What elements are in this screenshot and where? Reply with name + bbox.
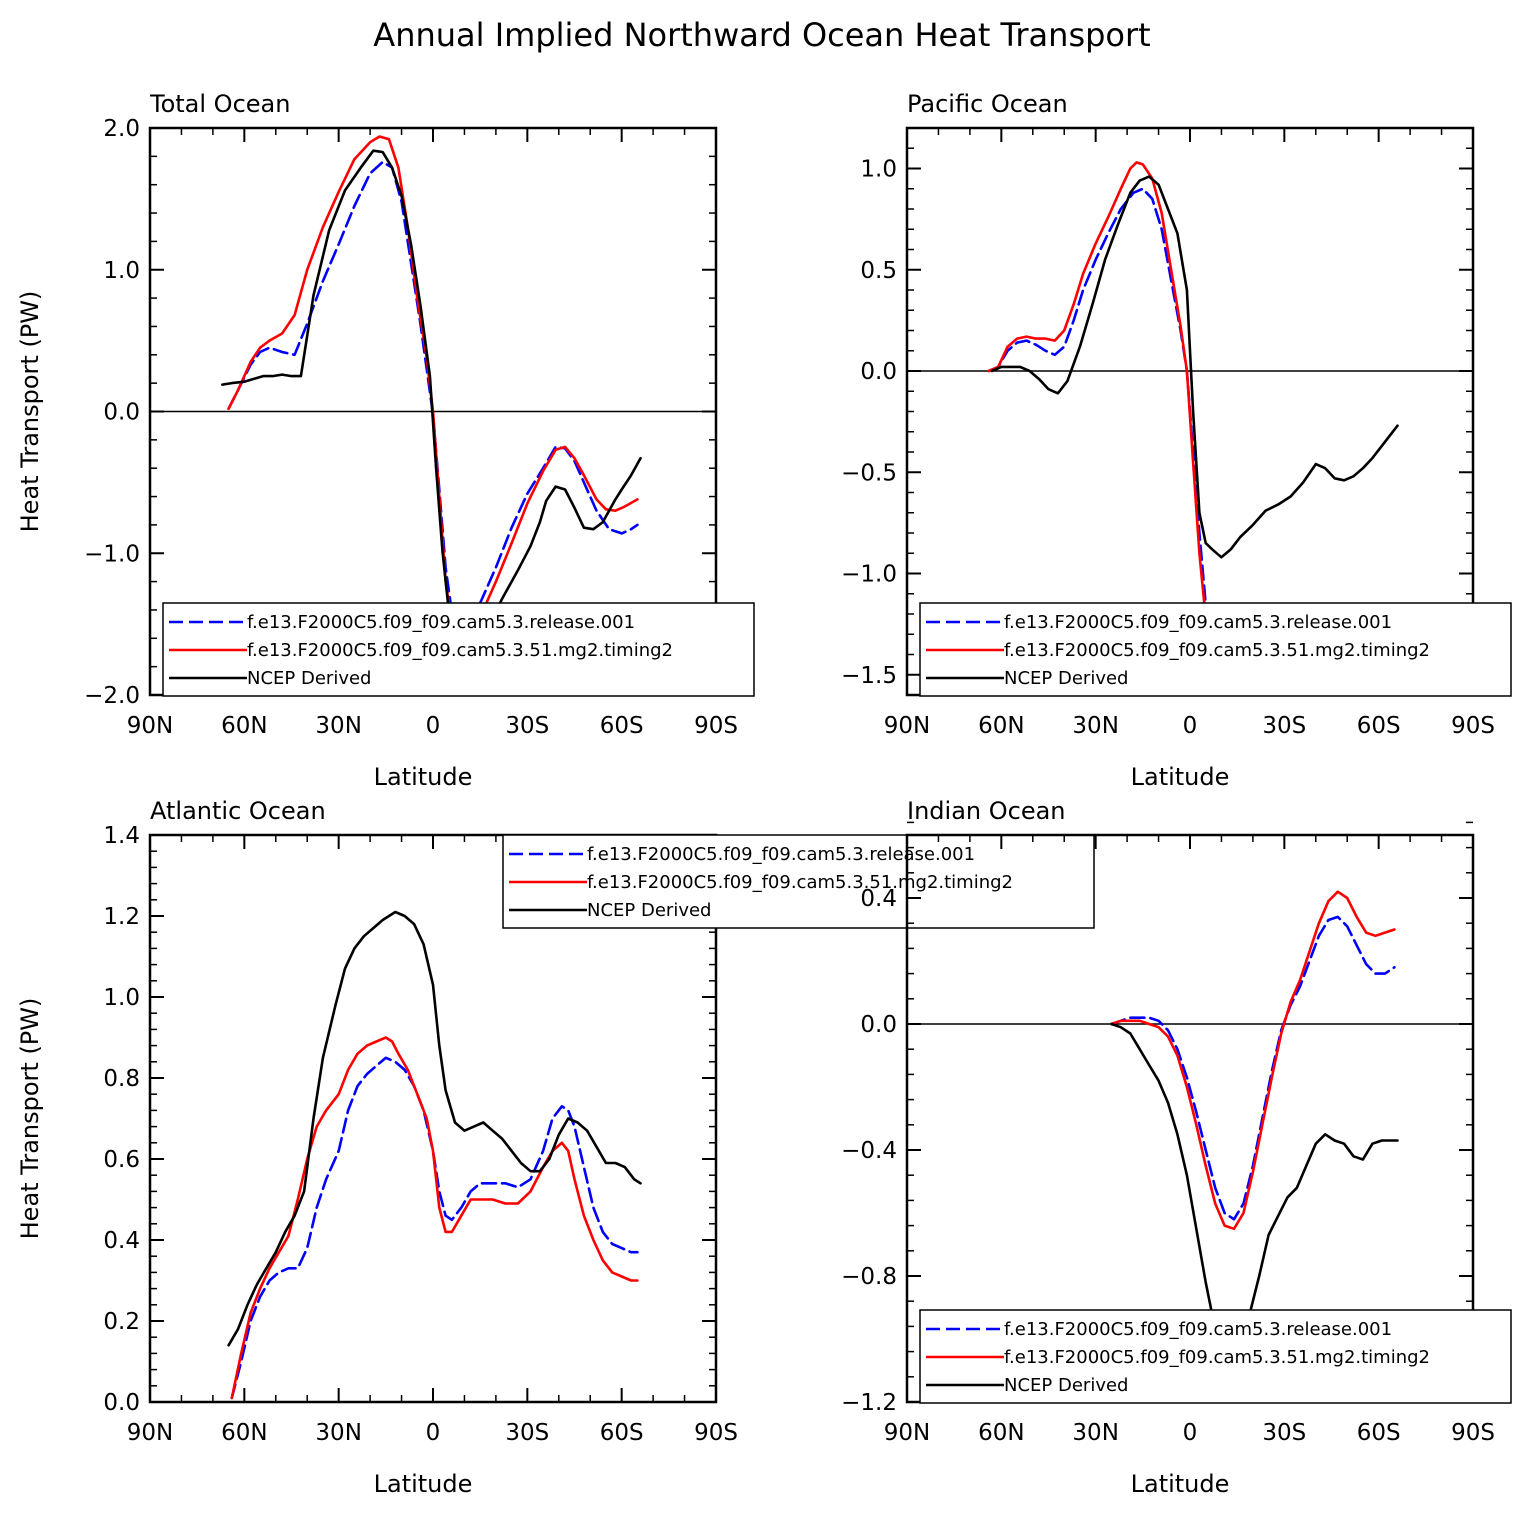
x-tick-label: 90S: [1451, 1420, 1495, 1446]
y-tick-label: −0.8: [841, 1264, 897, 1290]
x-tick-label: 60N: [978, 1420, 1024, 1446]
chart-panels: Total Ocean 90N 60N 30N 0 30S 60S 90S −2.0 −1.0 0.…: [16, 90, 1512, 1498]
y-tick-label: −1.5: [841, 663, 897, 689]
y-axis-label: Heat Transport (PW): [16, 998, 44, 1240]
panel-title: Indian Ocean: [907, 797, 1066, 825]
legend-box: [919, 602, 1512, 697]
x-tick-label: 60S: [600, 1420, 644, 1446]
series-line-ncep: [227, 910, 642, 1347]
y-tick-label: 0.4: [103, 1228, 140, 1254]
x-axis-label: Latitude: [374, 763, 473, 791]
x-tick-label: 60S: [1357, 713, 1401, 739]
series-line-ncep: [1110, 1022, 1399, 1357]
series-line-timing2: [230, 1036, 639, 1400]
y-tick-label: 1.0: [103, 985, 140, 1011]
y-tick-label: 2.0: [103, 116, 140, 142]
panel-title: Atlantic Ocean: [150, 797, 326, 825]
y-tick-label: 0.4: [860, 886, 897, 912]
series-line-release: [230, 1056, 639, 1400]
y-tick-label: −0.4: [841, 1138, 897, 1164]
legend-label: f.e13.F2000C5.f09_f09.cam5.3.release.001: [1004, 612, 1392, 633]
x-tick-label: 60N: [978, 713, 1024, 739]
legend-label: NCEP Derived: [1004, 668, 1128, 689]
x-tick-label: 0: [426, 1420, 441, 1446]
panel-indian-ocean: Indian Ocean 90N 60N 30N 0 30S 60S 90S −1.2 −0.8 −…: [841, 797, 1512, 1498]
x-tick-label: 90N: [884, 1420, 930, 1446]
y-tick-label: 0.0: [103, 1390, 140, 1416]
x-tick-label: 90S: [694, 713, 738, 739]
legend: f.e13.F2000C5.f09_f09.cam5.3.release.001…: [919, 602, 1512, 697]
panel-title: Pacific Ocean: [907, 90, 1068, 118]
legend: f.e13.F2000C5.f09_f09.cam5.3.release.001…: [162, 602, 755, 697]
series-line-timing2: [1110, 890, 1396, 1231]
x-tick-label: 90N: [884, 713, 930, 739]
panel-atlantic-ocean: Atlantic Ocean 90N 60N 30N 0 30S 60S 90S 0.0 0.2 0…: [16, 797, 1095, 1498]
legend-label: f.e13.F2000C5.f09_f09.cam5.3.51.mg2.timi…: [587, 872, 1013, 893]
panel-pacific-ocean: Pacific Ocean 90N 60N 30N 0 30S 60S 90S −1.5 −1.0…: [841, 90, 1512, 791]
x-axis-label: Latitude: [374, 1470, 473, 1498]
y-tick-label: −1.0: [84, 541, 140, 567]
legend-label: f.e13.F2000C5.f09_f09.cam5.3.release.001: [1004, 1319, 1392, 1340]
x-tick-label: 0: [1183, 713, 1198, 739]
x-axis-label: Latitude: [1131, 763, 1230, 791]
y-tick-label: 1.2: [103, 904, 140, 930]
y-tick-label: 0.0: [860, 1012, 897, 1038]
x-tick-label: 30N: [315, 713, 361, 739]
y-tick-label: 0.2: [103, 1309, 140, 1335]
series-line-ncep: [990, 175, 1399, 559]
y-tick-label: 1.0: [860, 157, 897, 183]
legend-box: [919, 1309, 1512, 1404]
y-tick-label: 1.0: [103, 258, 140, 284]
y-tick-label: −1.2: [841, 1390, 897, 1416]
x-tick-label: 30S: [505, 1420, 549, 1446]
x-tick-label: 30N: [315, 1420, 361, 1446]
legend-label: f.e13.F2000C5.f09_f09.cam5.3.51.mg2.timi…: [1004, 1347, 1430, 1368]
x-tick-label: 30S: [1262, 1420, 1306, 1446]
x-tick-label: 0: [426, 713, 441, 739]
panel-title: Total Ocean: [149, 90, 290, 118]
x-tick-label: 60N: [221, 713, 267, 739]
y-tick-label: 0.5: [860, 258, 897, 284]
x-tick-label: 30N: [1072, 713, 1118, 739]
x-tick-label: 90N: [127, 713, 173, 739]
legend-box: [502, 834, 1095, 929]
y-tick-label: −0.5: [841, 460, 897, 486]
x-tick-label: 60S: [1357, 1420, 1401, 1446]
x-tick-label: 60S: [600, 713, 644, 739]
x-tick-label: 90S: [1451, 713, 1495, 739]
figure-title: Annual Implied Northward Ocean Heat Tran…: [373, 16, 1150, 54]
y-tick-label: 1.4: [103, 823, 140, 849]
panel-total-ocean: Total Ocean 90N 60N 30N 0 30S 60S 90S −2.0 −1.0 0.…: [16, 90, 755, 791]
y-tick-label: 0.6: [103, 1147, 140, 1173]
legend-label: f.e13.F2000C5.f09_f09.cam5.3.release.001: [247, 612, 635, 633]
y-tick-label: −1.0: [841, 562, 897, 588]
x-tick-label: 90N: [127, 1420, 173, 1446]
x-tick-label: 90S: [694, 1420, 738, 1446]
x-tick-label: 30S: [505, 713, 549, 739]
legend-label: NCEP Derived: [587, 900, 711, 921]
y-tick-label: 0.8: [103, 1066, 140, 1092]
x-tick-label: 30S: [1262, 713, 1306, 739]
legend-box: [162, 602, 755, 697]
series-line-ncep: [221, 149, 642, 643]
y-axis-label: Heat Transport (PW): [16, 291, 44, 533]
x-axis-label: Latitude: [1131, 1470, 1230, 1498]
legend-label: f.e13.F2000C5.f09_f09.cam5.3.51.mg2.timi…: [247, 640, 673, 661]
legend-label: NCEP Derived: [1004, 1375, 1128, 1396]
x-tick-label: 0: [1183, 1420, 1198, 1446]
legend-label: f.e13.F2000C5.f09_f09.cam5.3.51.mg2.timi…: [1004, 640, 1430, 661]
x-tick-label: 60N: [221, 1420, 267, 1446]
legend: f.e13.F2000C5.f09_f09.cam5.3.release.001…: [502, 834, 1095, 929]
y-tick-label: 0.0: [860, 359, 897, 385]
x-tick-label: 30N: [1072, 1420, 1118, 1446]
legend: f.e13.F2000C5.f09_f09.cam5.3.release.001…: [919, 1309, 1512, 1404]
legend-label: f.e13.F2000C5.f09_f09.cam5.3.release.001: [587, 844, 975, 865]
y-tick-label: 0.0: [103, 400, 140, 426]
legend-label: NCEP Derived: [247, 668, 371, 689]
y-tick-label: −2.0: [84, 683, 140, 709]
